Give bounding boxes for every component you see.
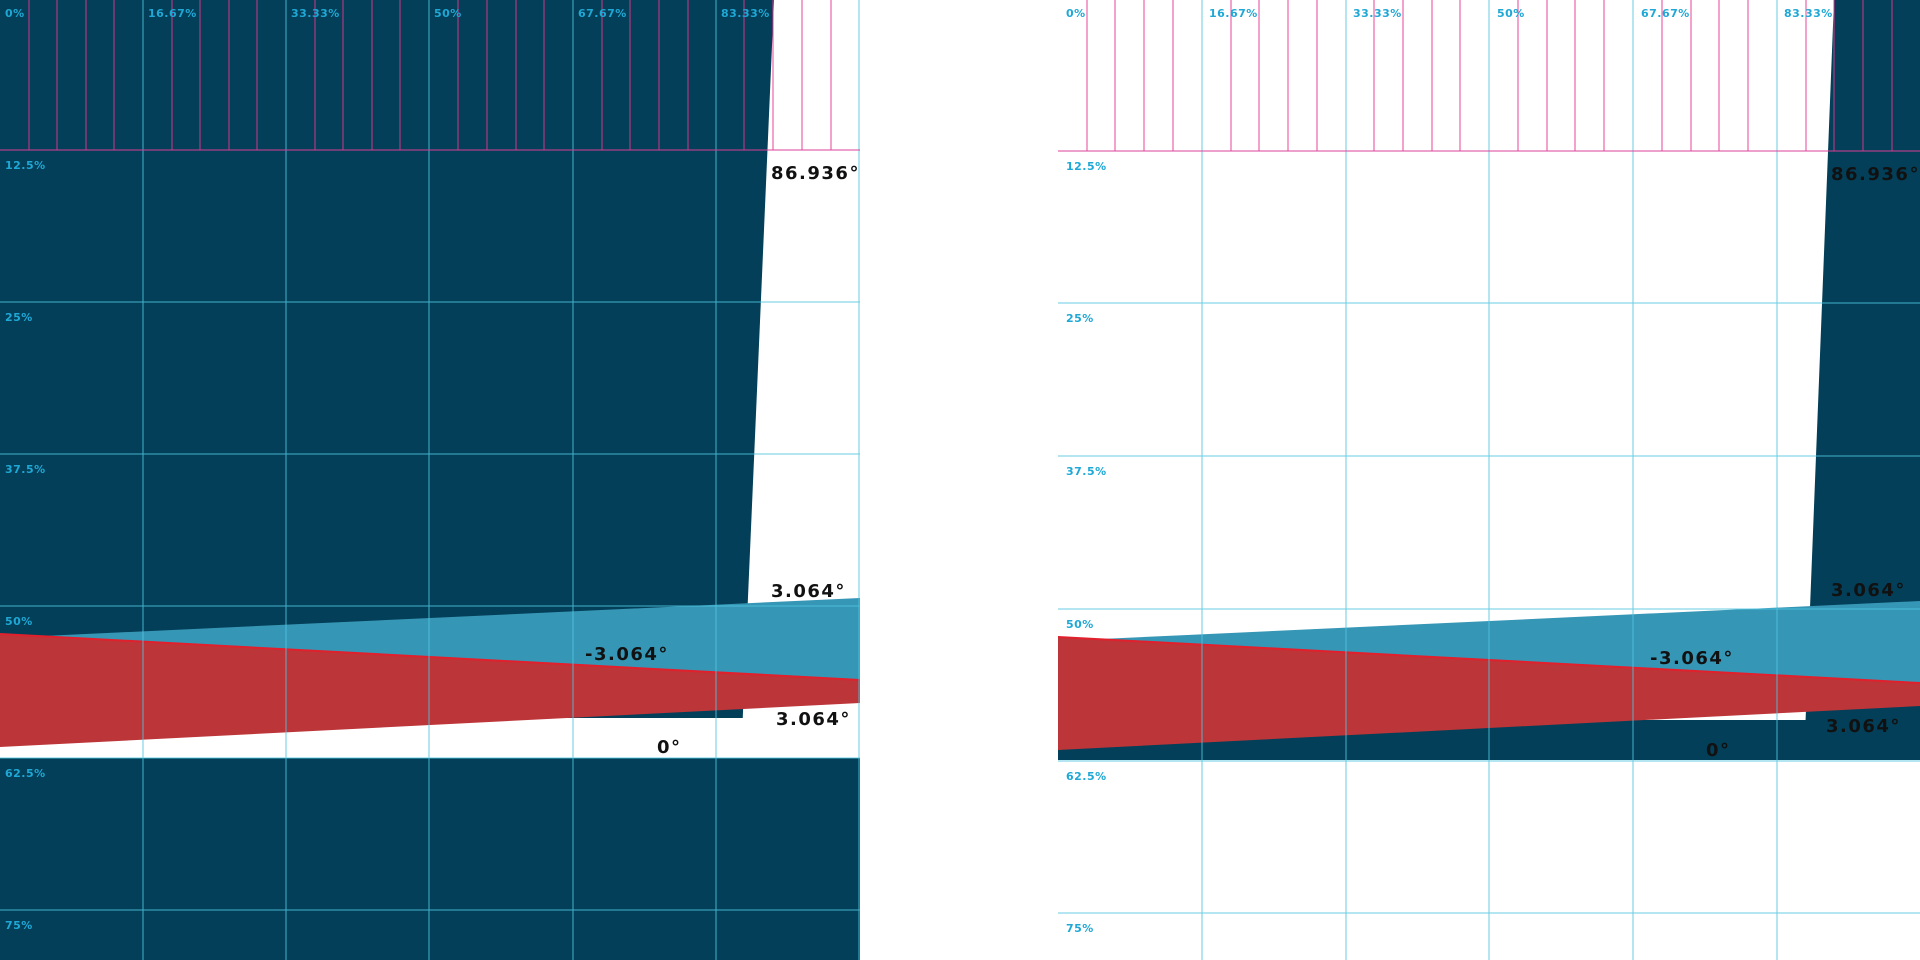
left-col-label-1: 16.67% xyxy=(148,7,197,20)
left-angle-top: 3.064° xyxy=(771,581,846,602)
left-row-label-4: 62.5% xyxy=(5,767,46,780)
left-angle-vertical: 86.936° xyxy=(771,163,860,184)
left-row-label-3: 50% xyxy=(5,615,33,628)
left-col-label-4: 67.67% xyxy=(578,7,627,20)
right-diagram-svg: 0% 16.67% 33.33% 50% 67.67% 83.33% 12.5%… xyxy=(1058,0,1920,960)
left-row-label-2: 37.5% xyxy=(5,463,46,476)
right-col-label-2: 33.33% xyxy=(1353,7,1402,20)
right-row-labels: 12.5% 25% 37.5% 50% 62.5% 75% xyxy=(1066,160,1107,935)
right-navy-wedge xyxy=(1804,0,1920,760)
left-white-wedge xyxy=(741,0,860,758)
left-col-label-2: 33.33% xyxy=(291,7,340,20)
right-row-label-0: 12.5% xyxy=(1066,160,1107,173)
left-col-label-3: 50% xyxy=(434,7,462,20)
right-row-label-2: 37.5% xyxy=(1066,465,1107,478)
right-col-label-1: 16.67% xyxy=(1209,7,1258,20)
left-diagram-panel: 0% 16.67% 33.33% 50% 67.67% 83.33% 12.5%… xyxy=(0,0,860,960)
left-angle-middle: -3.064° xyxy=(585,644,669,665)
left-row-label-5: 75% xyxy=(5,919,33,932)
left-navy-lower-block xyxy=(0,759,860,960)
left-grid xyxy=(0,0,860,960)
right-angle-top: 3.064° xyxy=(1831,580,1906,601)
right-row-label-5: 75% xyxy=(1066,922,1094,935)
left-row-labels: 12.5% 25% 37.5% 50% 62.5% 75% xyxy=(5,159,46,932)
right-row-label-1: 25% xyxy=(1066,312,1094,325)
right-column-labels: 0% 16.67% 33.33% 50% 67.67% 83.33% xyxy=(1066,7,1833,20)
left-row-label-0: 12.5% xyxy=(5,159,46,172)
right-angle-vertical: 86.936° xyxy=(1831,164,1920,185)
right-col-label-5: 83.33% xyxy=(1784,7,1833,20)
left-top-ruler xyxy=(0,0,860,151)
left-col-label-0: 0% xyxy=(5,7,25,20)
right-row-label-4: 62.5% xyxy=(1066,770,1107,783)
right-col-label-4: 67.67% xyxy=(1641,7,1690,20)
right-angle-middle: -3.064° xyxy=(1650,648,1734,669)
right-col-label-0: 0% xyxy=(1066,7,1086,20)
right-col-label-3: 50% xyxy=(1497,7,1525,20)
left-angle-zero: 0° xyxy=(657,737,682,758)
left-angle-bottom: 3.064° xyxy=(776,709,851,730)
left-col-label-5: 83.33% xyxy=(721,7,770,20)
right-diagram-panel: 0% 16.67% 33.33% 50% 67.67% 83.33% 12.5%… xyxy=(1058,0,1920,960)
left-column-labels: 0% 16.67% 33.33% 50% 67.67% 83.33% xyxy=(5,7,770,20)
right-top-ruler xyxy=(1058,0,1920,152)
left-angle-labels: 86.936° 3.064° -3.064° 3.064° 0° xyxy=(585,163,860,758)
left-diagram-svg: 0% 16.67% 33.33% 50% 67.67% 83.33% 12.5%… xyxy=(0,0,860,960)
right-row-label-3: 50% xyxy=(1066,618,1094,631)
right-angle-zero: 0° xyxy=(1706,740,1731,761)
left-teal-wedge xyxy=(0,598,860,680)
left-red-wedge xyxy=(0,634,860,747)
left-background-shapes xyxy=(0,0,860,960)
left-row-label-1: 25% xyxy=(5,311,33,324)
right-angle-bottom: 3.064° xyxy=(1826,716,1901,737)
right-angle-labels: 86.936° 3.064° -3.064° 3.064° 0° xyxy=(1650,164,1920,761)
